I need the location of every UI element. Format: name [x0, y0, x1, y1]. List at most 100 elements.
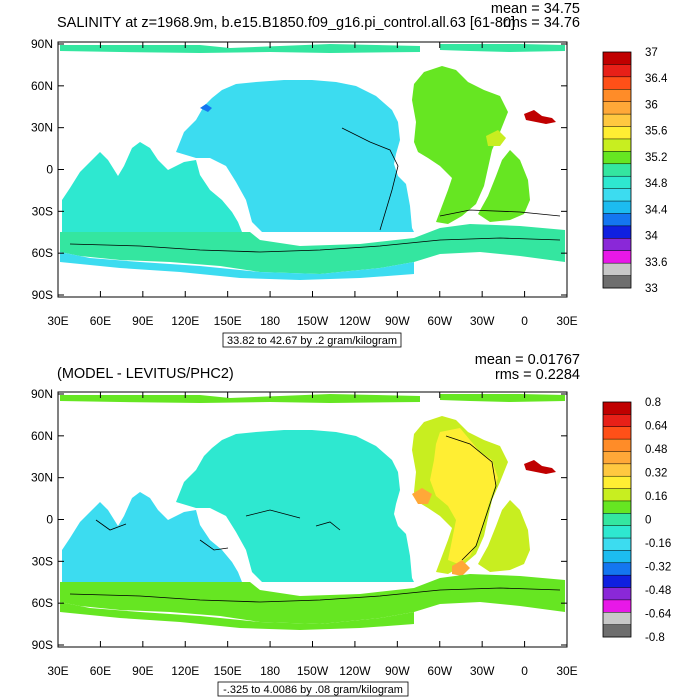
colorbar-swatch: [603, 612, 631, 625]
colorbar-label: 0.32: [645, 468, 667, 480]
lon-tick-label: 90W: [385, 664, 410, 678]
lon-tick-label: 180: [260, 314, 280, 328]
panel1-indian-ocean: [62, 142, 242, 232]
panel2-rms: rms = 0.2284: [495, 367, 580, 383]
colorbar-swatch: [603, 188, 631, 202]
panel2-indian-ocean: [62, 492, 242, 582]
colorbar-swatch: [603, 439, 631, 452]
lon-tick-label: 60W: [427, 664, 452, 678]
panel-salinity: SALINITY at z=1968.9m, b.e15.B1850.f09_g…: [31, 1, 668, 348]
colorbar-label: 34.8: [645, 178, 667, 190]
lon-tick-label: 150E: [214, 314, 242, 328]
lon-tick-label: 120W: [339, 664, 371, 678]
lat-tick-label: 90S: [32, 288, 53, 302]
lon-tick-label: 30E: [556, 314, 577, 328]
lon-tick-label: 90E: [132, 664, 153, 678]
panel2-map: 90N 60N 30N 0 30S 60S 90S 30E 60E 90E 120E 150E 180…: [31, 387, 578, 678]
panel-difference: (MODEL - LEVITUS/PHC2) mean = 0.01767 rm…: [31, 352, 672, 697]
lon-tick-label: 30E: [47, 664, 68, 678]
panel2-range-border: [217, 681, 409, 697]
colorbar-label: 36: [645, 99, 658, 111]
panel2-arctic-east: [440, 394, 565, 402]
panel2-atlantic-east: [478, 500, 530, 572]
colorbar-swatch: [603, 599, 631, 613]
lat-tick-label: 90N: [31, 37, 53, 51]
lon-tick-label: 150W: [297, 314, 329, 328]
panel1-subtropical-band: [486, 130, 506, 146]
lon-tick-label: 0: [521, 664, 528, 678]
lon-tick-label: 120E: [171, 314, 199, 328]
panel2-contour-atlantic: [445, 435, 497, 561]
colorbar-swatch: [603, 513, 631, 526]
colorbar-swatch: [603, 213, 631, 227]
panel2-mediterranean-high: [524, 460, 556, 474]
colorbar-label: 35.6: [645, 126, 667, 138]
colorbar-swatch: [603, 263, 631, 276]
colorbar-swatch: [603, 476, 631, 489]
lat-tick-label: 60S: [32, 596, 53, 610]
panel1-southern-ocean: [60, 224, 565, 274]
colorbar-label: 0.48: [645, 444, 667, 456]
panel2-pacific-ocean: [176, 430, 414, 582]
colorbar-swatch: [603, 463, 631, 477]
lon-tick-label: 30E: [47, 314, 68, 328]
colorbar-swatch: [603, 250, 631, 264]
panel1-map: 90N 60N 30N 0 30S 60S 90S 30E 60E 90E 120E 150E 180…: [31, 37, 578, 328]
lon-tick-label: 60E: [90, 314, 111, 328]
colorbar-swatch: [603, 176, 631, 189]
panel1-mediterranean-high: [524, 110, 556, 124]
panel2-contour-southern: [69, 587, 561, 603]
colorbar-swatch: [603, 238, 631, 252]
panel1-atlantic-north: [412, 66, 508, 224]
panel2-warm-patch-south: [452, 560, 470, 576]
panel2-arctic-ocean: [60, 394, 420, 403]
colorbar-label: 0: [645, 515, 651, 527]
lat-tick-label: 60N: [31, 429, 53, 443]
colorbar-swatch: [603, 101, 631, 115]
colorbar-label: -0.8: [645, 632, 665, 644]
colorbar-swatch: [603, 550, 631, 564]
lon-tick-label: 120W: [339, 314, 371, 328]
colorbar-swatch: [603, 225, 631, 239]
colorbar-frame: [602, 401, 632, 638]
lon-tick-label: 60E: [90, 664, 111, 678]
colorbar-label: 0.16: [645, 491, 667, 503]
colorbar-label: 34.4: [645, 204, 668, 216]
panel1-lon-axis: 30E 60E 90E 120E 150E 180 150W 120W 90W 60W 30W 0 30…: [47, 42, 578, 328]
colorbar-swatch: [603, 163, 631, 177]
lon-tick-label: 180: [260, 664, 280, 678]
colorbar-swatch: [603, 275, 631, 289]
colorbar-swatch: [603, 500, 631, 514]
panel1-lat-axis: 90N 60N 30N 0 30S 60S 90S: [31, 37, 567, 302]
colorbar-frame: [602, 51, 632, 289]
panel2-colorbar: 0.8 0.64 0.48 0.32 0.16 0 -0.16 -0.32 -0.48 -0.64…: [602, 397, 672, 644]
panel1-rms: rms = 34.76: [503, 15, 580, 31]
colorbar-label: 36.4: [645, 73, 668, 85]
panel2-contour-indian: [95, 519, 229, 551]
panel2-mean: mean = 0.01767: [475, 352, 580, 368]
colorbar-swatch: [603, 451, 631, 465]
panel1-contour-southern: [69, 237, 561, 253]
colorbar-swatch: [603, 89, 631, 102]
panel2-range-label: -.325 to 4.0086 by .08 gram/kilogram: [223, 684, 403, 696]
colorbar-label: 35.2: [645, 152, 667, 164]
lon-tick-label: 30W: [470, 314, 495, 328]
colorbar-swatch: [603, 575, 631, 588]
colorbar-swatch: [603, 151, 631, 165]
lon-tick-label: 0: [521, 314, 528, 328]
panel2-lon-axis: 30E 60E 90E 120E 150E 180 150W 120W 90W 60W 30W 0 30…: [47, 392, 578, 678]
colorbar-swatch: [603, 64, 631, 78]
panel1-atlantic-east: [478, 150, 530, 222]
colorbar-label: 33.6: [645, 257, 667, 269]
colorbar-swatch: [603, 52, 631, 65]
lon-tick-label: 120E: [171, 664, 199, 678]
panel1-title: SALINITY at z=1968.9m, b.e15.B1850.f09_g…: [57, 15, 515, 31]
lat-tick-label: 30N: [31, 121, 53, 135]
panel1-range-label: 33.82 to 42.67 by .2 gram/kilogram: [227, 335, 397, 347]
panel2-range-box: -.325 to 4.0086 by .08 gram/kilogram: [217, 681, 409, 697]
panel2-warm-patch: [412, 488, 432, 504]
lat-tick-label: 30S: [32, 554, 53, 568]
colorbar-swatch: [603, 624, 631, 638]
colorbar-swatch: [603, 538, 631, 551]
colorbar-swatch: [603, 76, 631, 90]
